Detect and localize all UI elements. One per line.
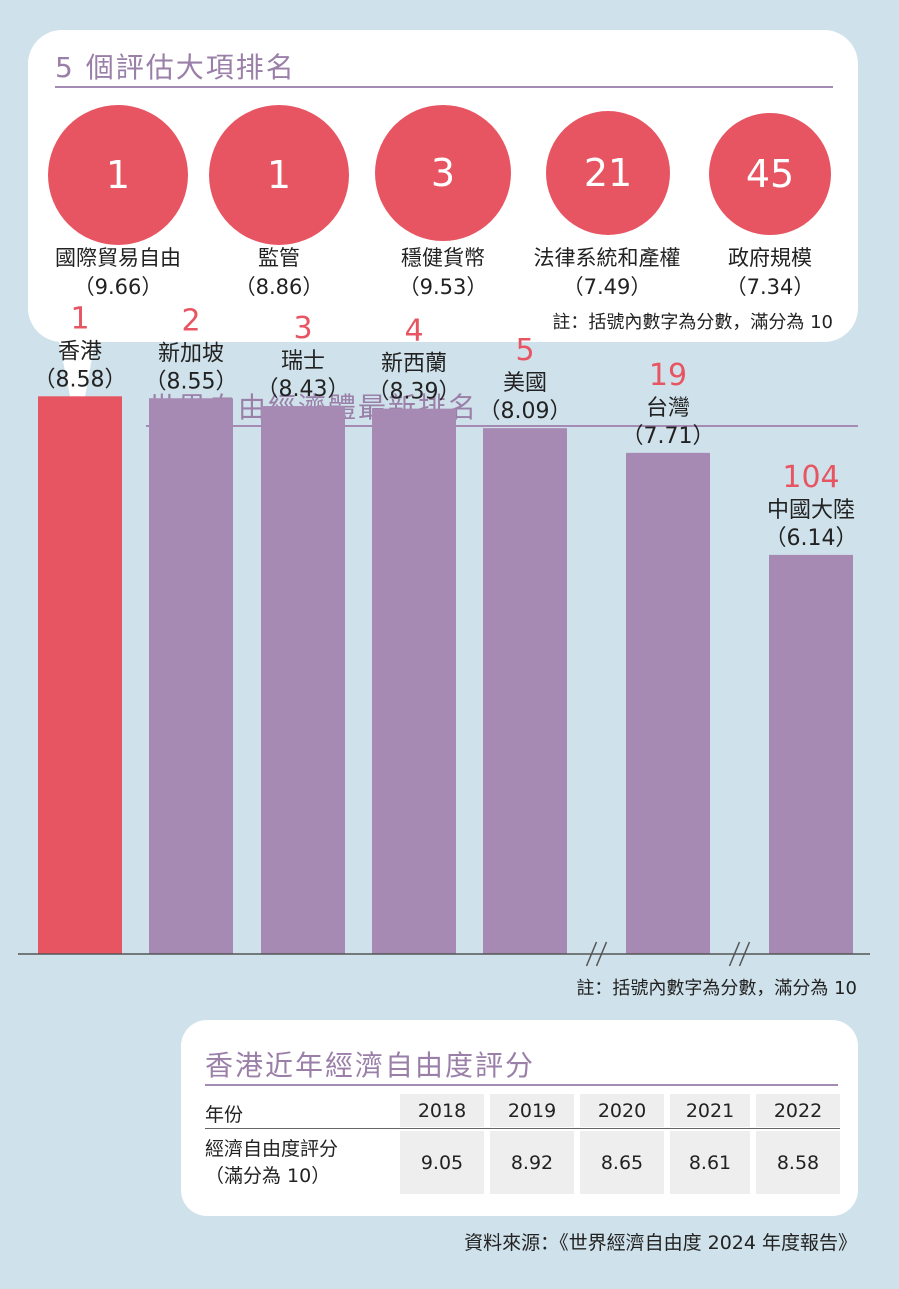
category-rank-circle: 45 bbox=[709, 113, 831, 235]
bar bbox=[626, 452, 710, 954]
category-rank: 1 bbox=[105, 153, 131, 197]
chart-note: 註：括號內數字為分數，滿分為 10 bbox=[576, 978, 857, 999]
axis-break-mark bbox=[728, 941, 741, 967]
category-rank-circle: 3 bbox=[375, 105, 511, 241]
score-cell: 9.05 bbox=[400, 1131, 484, 1194]
axis-break-mark bbox=[595, 941, 608, 967]
value-label: （7.71） bbox=[622, 424, 715, 449]
year-header-label: 年份 bbox=[205, 1104, 244, 1126]
score-cell: 8.65 bbox=[580, 1131, 664, 1194]
category-rank-circle: 1 bbox=[48, 105, 188, 245]
value-label: （6.14） bbox=[765, 526, 858, 551]
table-title-rule bbox=[205, 1084, 838, 1086]
chart-title-rule bbox=[146, 425, 858, 427]
score-row-label-line2: （滿分為 10） bbox=[205, 1165, 331, 1187]
category-note: 註：括號內數字為分數，滿分為 10 bbox=[552, 312, 833, 333]
category-label: 香港 bbox=[58, 339, 102, 364]
category-label: 法律系統和產權 （7.49） bbox=[534, 244, 681, 302]
category-label: 國際貿易自由 （9.66） bbox=[55, 244, 181, 302]
year-cell: 2018 bbox=[400, 1094, 484, 1127]
category-label: 監管 （8.86） bbox=[235, 244, 324, 302]
category-section-title: 5 個評估大項排名 bbox=[55, 51, 296, 84]
category-score: （8.86） bbox=[234, 275, 324, 299]
value-label: （8.58） bbox=[34, 367, 127, 392]
bar bbox=[261, 406, 345, 954]
category-name: 監管 bbox=[257, 246, 300, 270]
ranking-bar-chart: （8.58） 香港 1 （8.55） 新加坡 2 （8.43） 瑞士 3 （8.39） 新西蘭 4 （8… bbox=[18, 301, 870, 967]
table-divider bbox=[205, 1128, 840, 1129]
year-cell: 2019 bbox=[490, 1094, 574, 1127]
speech-pointer bbox=[58, 336, 96, 436]
category-label: 穩健貨幣 （9.53） bbox=[399, 244, 488, 302]
bar bbox=[483, 428, 567, 954]
category-rank-circle: 1 bbox=[209, 105, 349, 245]
rank-label: 5 bbox=[515, 333, 534, 368]
category-name: 國際貿易自由 bbox=[55, 246, 181, 270]
category-label: 台灣 bbox=[646, 396, 690, 421]
score-cell: 8.61 bbox=[670, 1131, 750, 1194]
year-cell: 2021 bbox=[670, 1094, 750, 1127]
category-label: 新西蘭 bbox=[381, 352, 447, 377]
axis-break-mark bbox=[585, 941, 598, 967]
value-label: （8.43） bbox=[257, 377, 350, 402]
bar bbox=[38, 396, 122, 954]
category-score: （7.49） bbox=[562, 275, 652, 299]
category-rank: 21 bbox=[583, 151, 633, 195]
score-row-label-line1: 經濟自由度評分 bbox=[205, 1138, 339, 1160]
category-label: 中國大陸 bbox=[767, 498, 855, 523]
score-cell: 8.92 bbox=[490, 1131, 574, 1194]
category-rank-circle: 21 bbox=[546, 111, 670, 235]
category-rank: 45 bbox=[745, 152, 795, 196]
category-label: 新加坡 bbox=[158, 341, 224, 366]
category-label: 瑞士 bbox=[281, 349, 325, 374]
score-cell: 8.58 bbox=[756, 1131, 840, 1194]
category-score: （7.34） bbox=[725, 275, 815, 299]
bar bbox=[149, 398, 233, 954]
bar bbox=[372, 408, 456, 954]
rank-label: 19 bbox=[649, 358, 687, 393]
category-name: 政府規模 bbox=[727, 246, 812, 270]
category-score: （9.66） bbox=[73, 275, 163, 299]
category-label: 政府規模 （7.34） bbox=[726, 244, 815, 302]
year-cell: 2022 bbox=[756, 1094, 840, 1127]
category-label: 美國 bbox=[503, 371, 547, 396]
year-cell: 2020 bbox=[580, 1094, 664, 1127]
rank-label: 3 bbox=[293, 311, 312, 346]
axis-break-mark bbox=[738, 941, 751, 967]
category-name: 穩健貨幣 bbox=[400, 246, 485, 270]
category-rank: 3 bbox=[430, 151, 456, 195]
table-title: 香港近年經濟自由度評分 bbox=[205, 1049, 536, 1082]
category-name: 法律系統和產權 bbox=[533, 246, 681, 270]
score-row-label: 經濟自由度評分 （滿分為 10） bbox=[205, 1136, 338, 1190]
value-label: （8.39） bbox=[368, 380, 461, 405]
value-label: （8.55） bbox=[145, 369, 238, 394]
source-text: 資料來源：《世界經濟自由度 2024 年度報告》 bbox=[464, 1232, 857, 1254]
category-score: （9.53） bbox=[398, 275, 488, 299]
rank-label: 104 bbox=[782, 460, 839, 495]
rank-label: 2 bbox=[181, 303, 200, 338]
value-label: （8.09） bbox=[479, 399, 572, 424]
bar bbox=[769, 554, 853, 954]
category-title-rule bbox=[55, 86, 833, 88]
rank-label: 1 bbox=[70, 301, 89, 336]
rank-label: 4 bbox=[404, 314, 423, 349]
category-rank: 1 bbox=[266, 153, 292, 197]
